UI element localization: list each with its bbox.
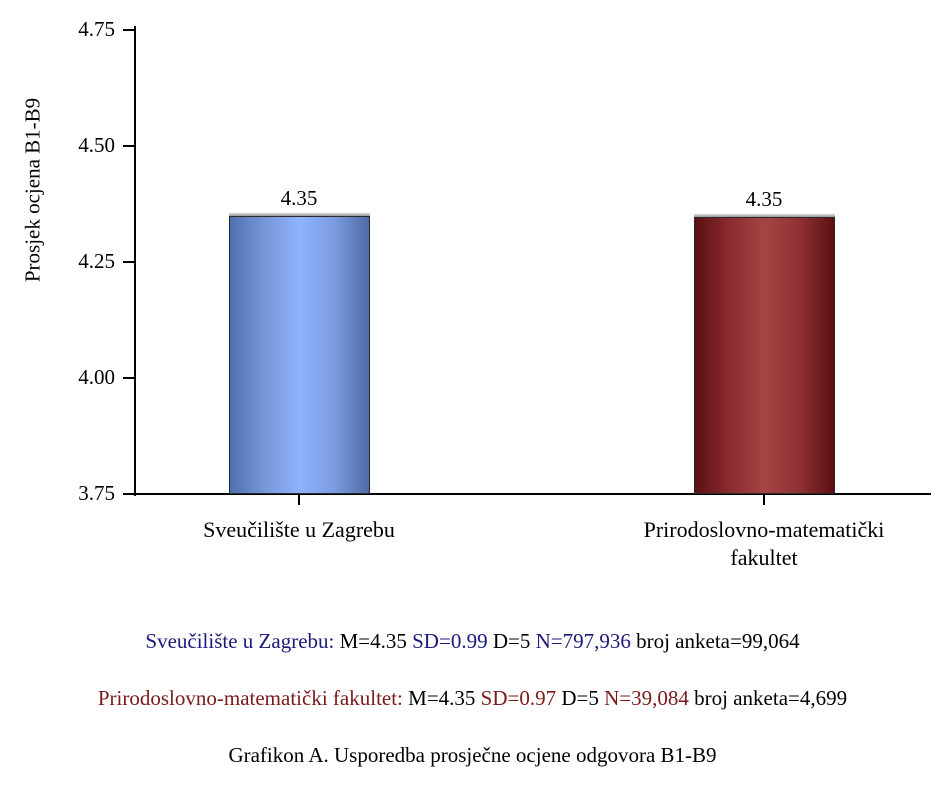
stats-mean: M=4.35	[408, 686, 476, 710]
x-tick-mark	[298, 495, 300, 505]
bar-top-cap	[694, 214, 835, 217]
stats-sd: SD=0.97	[480, 686, 557, 710]
category-label-line: Sveučilište u Zagrebu	[203, 517, 395, 542]
x-axis	[134, 493, 931, 495]
stats-n: N=797,936	[535, 629, 631, 653]
stats-name: Sveučilište u Zagrebu:	[145, 629, 335, 653]
y-tick-mark	[123, 377, 135, 379]
x-category-label: Sveučilište u Zagrebu	[149, 516, 449, 544]
category-label-line: fakultet	[730, 545, 798, 570]
chart-caption: Grafikon A. Usporedba prosječne ocjene o…	[228, 743, 717, 767]
y-tick-mark	[123, 493, 135, 495]
bar-value-label: 4.35	[745, 187, 783, 211]
y-tick-mark	[123, 29, 135, 31]
y-axis	[134, 26, 136, 496]
bar-pmf	[694, 217, 835, 494]
stats-surveys: broj anketa=4,699	[694, 686, 848, 710]
stats-d: D=5	[561, 686, 599, 710]
y-tick-label: 4.25	[78, 249, 115, 273]
stats-d: D=5	[492, 629, 531, 653]
stats-line-pmf: Prirodoslovno-matematički fakultet: M=4.…	[0, 686, 945, 711]
y-tick-label: 4.50	[78, 133, 115, 157]
stats-surveys: broj anketa=99,064	[636, 629, 800, 653]
stats-line-sveuciliste: Sveučilište u Zagrebu: M=4.35 SD=0.99 D=…	[0, 629, 945, 654]
stats-n: N=39,084	[604, 686, 689, 710]
category-label-line: Prirodoslovno-matematički	[643, 517, 885, 542]
y-tick-label: 4.00	[78, 365, 115, 389]
bar-sveuciliste	[229, 216, 370, 494]
y-tick-label: 4.75	[78, 17, 115, 41]
stats-mean: M=4.35	[339, 629, 407, 653]
x-tick-mark	[763, 495, 765, 505]
y-tick-mark	[123, 145, 135, 147]
y-tick-mark	[123, 261, 135, 263]
y-axis-label: Prosjek ocjena B1-B9	[20, 97, 45, 283]
stats-name: Prirodoslovno-matematički fakultet:	[97, 686, 403, 710]
bar-value-label: 4.35	[280, 186, 318, 210]
y-tick-label: 3.75	[78, 481, 115, 505]
bar-top-cap	[229, 213, 370, 216]
x-category-label: Prirodoslovno-matematički fakultet	[594, 516, 934, 572]
stats-sd: SD=0.99	[412, 629, 488, 653]
